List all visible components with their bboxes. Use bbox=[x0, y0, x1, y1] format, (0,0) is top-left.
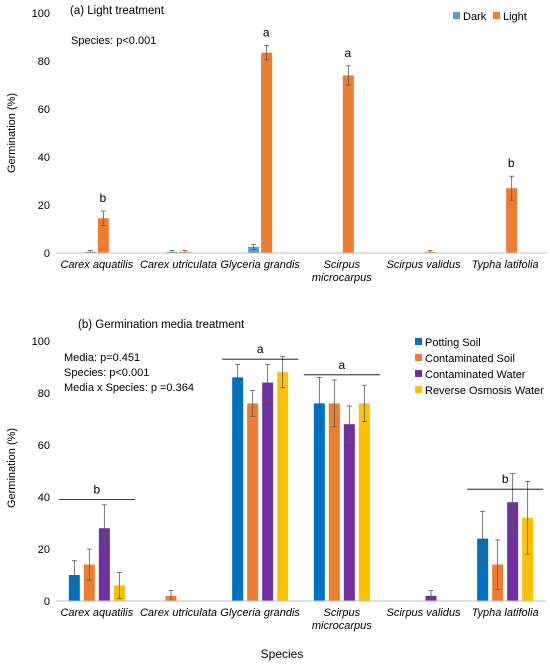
b-bar-contaminated-water-carex-aquatilis bbox=[98, 528, 110, 601]
chart-a-annotation: Species: p<0.001 bbox=[71, 35, 156, 47]
chart-b-x-axis: Carex aquatilis Carex utriculata Glyceria … bbox=[60, 607, 538, 632]
a-y-tick-label: 80 bbox=[38, 56, 50, 68]
a-significance-letter: a bbox=[263, 25, 270, 39]
a-y-tick-label: 0 bbox=[44, 248, 50, 260]
b-x-tick-label: Scirpus bbox=[323, 607, 360, 619]
b-y-tick-label: 40 bbox=[38, 492, 50, 504]
a-y-tick-label: 20 bbox=[38, 200, 50, 212]
b-legend-label-potting-soil: Potting Soil bbox=[425, 337, 481, 349]
chart-b-title: (b) Germination media treatment bbox=[78, 319, 245, 331]
a-x-tick-label: Scirpus bbox=[323, 259, 360, 271]
a-x-tick-label: Typha latifolia bbox=[472, 259, 539, 271]
panel-b-germination-media: (b) Germination media treatment Media: p… bbox=[6, 319, 546, 661]
b-y-tick-label: 60 bbox=[38, 440, 50, 452]
chart-a-y-axis-label: Germination (%) bbox=[6, 93, 18, 173]
a-x-tick-label: Scirpus validus bbox=[387, 259, 461, 271]
b-bar-reverse-osmosis-water-typha-latifolia bbox=[522, 517, 534, 601]
b-bar-potting-soil-glyceria-grandis bbox=[232, 377, 244, 601]
chart-b-y-axis-label: Germination (%) bbox=[6, 428, 18, 508]
a-legend-swatch-light bbox=[493, 12, 500, 19]
b-bar-potting-soil-scirpus-microcarpus bbox=[313, 403, 325, 601]
b-y-tick-label: 80 bbox=[38, 388, 50, 400]
b-bar-contaminated-soil-glyceria-grandis bbox=[247, 403, 259, 601]
a-x-tick-label: microcarpus bbox=[312, 272, 372, 284]
b-legend-swatch-contaminated-soil bbox=[415, 354, 422, 361]
panel-a-light-treatment: (a) Light treatment Species: p<0.001 Ger… bbox=[6, 5, 546, 284]
b-x-tick-label: Typha latifolia bbox=[472, 607, 539, 619]
b-significance-letter: a bbox=[257, 342, 264, 356]
b-bar-reverse-osmosis-water-glyceria-grandis bbox=[277, 372, 289, 601]
a-bar-light-typha-latifolia bbox=[506, 188, 518, 253]
a-y-tick-label: 60 bbox=[38, 104, 50, 116]
b-bar-contaminated-water-glyceria-grandis bbox=[262, 382, 274, 601]
a-significance-letter: b bbox=[508, 156, 515, 170]
chart-b-annotation-species: Species: p<0.001 bbox=[64, 367, 149, 379]
a-legend-label-dark: Dark bbox=[463, 11, 487, 23]
chart-a-title: (a) Light treatment bbox=[70, 5, 165, 17]
chart-b-annotation-interaction: Media x Species: p =0.364 bbox=[64, 382, 194, 394]
b-bar-contaminated-water-scirpus-microcarpus bbox=[343, 424, 355, 601]
a-x-tick-label: Carex aquatilis bbox=[60, 259, 133, 271]
chart-b-y-axis: 0 20 40 60 80 100 bbox=[32, 336, 50, 608]
chart-b-legend: Potting Soil Contaminated Soil Contaminate… bbox=[415, 337, 544, 397]
a-bar-light-glyceria-grandis bbox=[261, 52, 273, 253]
b-x-tick-label: Carex aquatilis bbox=[60, 607, 133, 619]
a-significance-letter: b bbox=[99, 191, 106, 205]
a-y-tick-label: 100 bbox=[32, 8, 50, 20]
a-legend-swatch-dark bbox=[453, 12, 460, 19]
b-x-tick-label: Glyceria grandis bbox=[220, 607, 300, 619]
b-legend-swatch-reverse-osmosis-water bbox=[415, 386, 422, 393]
b-bar-contaminated-soil-scirpus-microcarpus bbox=[328, 403, 340, 601]
b-legend-label-reverse-osmosis-water: Reverse Osmosis Water bbox=[425, 385, 544, 397]
b-x-tick-label: microcarpus bbox=[312, 620, 372, 632]
b-significance-letter: b bbox=[502, 472, 509, 486]
b-bar-contaminated-soil-carex-aquatilis bbox=[83, 564, 95, 601]
chart-a-x-axis: Carex aquatilis Carex utriculata Glyceria … bbox=[60, 259, 538, 284]
b-legend-swatch-potting-soil bbox=[415, 338, 422, 345]
b-legend-label-contaminated-soil: Contaminated Soil bbox=[425, 353, 515, 365]
b-significance-letter: b bbox=[93, 483, 100, 497]
chart-a-y-axis: 0 20 40 60 80 100 bbox=[32, 8, 50, 260]
b-x-tick-label: Carex utriculata bbox=[140, 607, 217, 619]
b-y-tick-label: 20 bbox=[38, 544, 50, 556]
chart-a-legend: Dark Light bbox=[453, 11, 527, 23]
b-bar-reverse-osmosis-water-scirpus-microcarpus bbox=[358, 403, 370, 601]
a-bar-dark-glyceria-grandis bbox=[248, 247, 260, 253]
a-x-tick-label: Glyceria grandis bbox=[220, 259, 300, 271]
a-bar-light-carex-aquatilis bbox=[97, 218, 109, 253]
a-x-tick-label: Carex utriculata bbox=[140, 259, 217, 271]
b-legend-swatch-contaminated-water bbox=[415, 370, 422, 377]
b-significance-letter: a bbox=[338, 358, 345, 372]
b-x-tick-label: Scirpus validus bbox=[387, 607, 461, 619]
chart-b-annotation-media: Media: p=0.451 bbox=[64, 352, 140, 364]
a-bar-light-scirpus-microcarpus bbox=[342, 75, 354, 254]
a-y-tick-label: 40 bbox=[38, 152, 50, 164]
b-bar-contaminated-water-typha-latifolia bbox=[507, 502, 519, 601]
chart-a-bars: b a a b bbox=[84, 25, 518, 254]
a-legend-label-light: Light bbox=[503, 11, 527, 23]
chart-b-x-axis-label: Species bbox=[261, 647, 304, 661]
chart-b-bars: b a a b bbox=[58, 342, 544, 602]
b-bar-potting-soil-typha-latifolia bbox=[477, 538, 489, 601]
b-legend-label-contaminated-water: Contaminated Water bbox=[425, 369, 526, 381]
a-significance-letter: a bbox=[344, 46, 351, 60]
b-y-tick-label: 100 bbox=[32, 336, 50, 348]
b-y-tick-label: 0 bbox=[44, 596, 50, 608]
